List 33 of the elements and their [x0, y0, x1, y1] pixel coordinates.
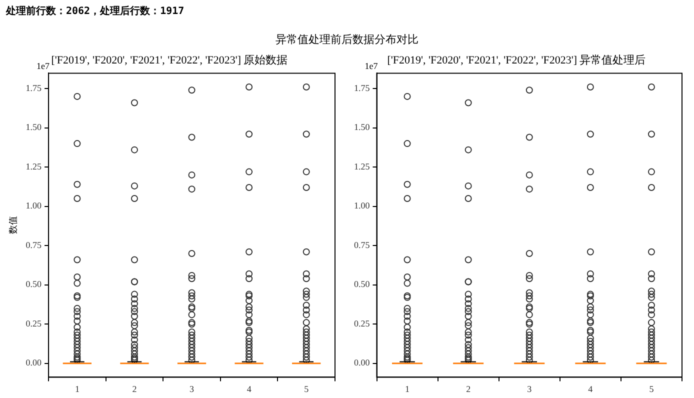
y-tick-label: 1.75 — [26, 82, 42, 93]
text: 异常值处理前后数据分布对比 — [274, 33, 420, 47]
x-tick-label: 5 — [304, 384, 310, 394]
y-tick-label: 0.25 — [354, 318, 370, 328]
y-tick-label: 0.00 — [26, 358, 42, 368]
x-tick-label: 4 — [246, 384, 252, 394]
x-tick-label: 3 — [190, 384, 195, 394]
x-tick-label: 2 — [132, 384, 137, 394]
chart-title: ['F2019', 'F2020', 'F2021', 'F2022', 'F2023'] 原始数据 — [51, 54, 288, 66]
y-tick-label: 1.00 — [354, 200, 370, 211]
y-axis-title: 数值 — [8, 216, 18, 234]
x-tick-label: 4 — [588, 384, 594, 394]
x-tick-label: 2 — [466, 384, 471, 394]
x-tick-label: 3 — [527, 384, 532, 394]
y-tick-label: 1.00 — [26, 200, 42, 211]
y-tick-label: 0.00 — [354, 358, 370, 368]
x-tick-label: 5 — [649, 384, 654, 394]
text: 1e7 — [364, 61, 378, 72]
chart-title: ['F2019', 'F2020', 'F2021', 'F2022', 'F2023'] 异常值处理后 — [387, 53, 646, 66]
y-tick-label: 1.25 — [354, 161, 370, 172]
text: 处理前行数：2062，处理后行数：1917 — [6, 4, 184, 18]
y-tick-label: 1.50 — [354, 122, 370, 132]
y-tick-label: 1.50 — [26, 122, 42, 132]
x-tick-label: 1 — [74, 384, 80, 394]
y-tick-label: 0.50 — [26, 279, 42, 290]
y-tick-label: 0.75 — [354, 240, 370, 250]
y-tick-label: 0.75 — [26, 240, 42, 250]
y-tick-label: 1.75 — [354, 82, 370, 93]
y-tick-label: 1.25 — [26, 161, 42, 172]
y-tick-label: 0.50 — [354, 279, 370, 290]
text: 1e7 — [36, 61, 50, 72]
x-tick-label: 1 — [405, 384, 410, 394]
y-tick-label: 0.25 — [26, 318, 42, 328]
